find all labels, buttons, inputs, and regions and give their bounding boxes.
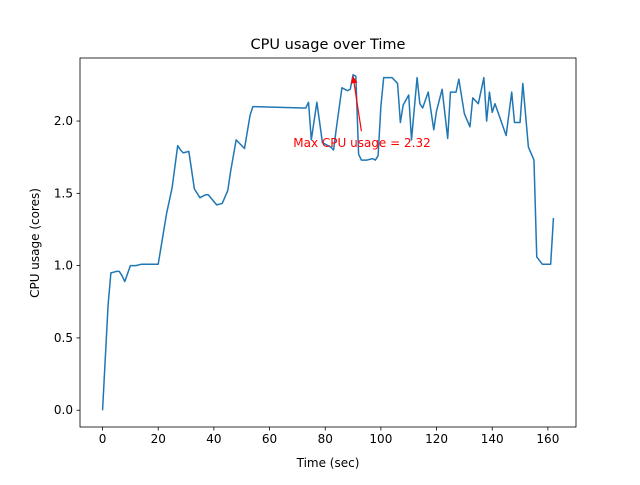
x-tick-label: 160 bbox=[536, 432, 559, 446]
x-tick-label: 140 bbox=[481, 432, 504, 446]
x-tick-label: 100 bbox=[369, 432, 392, 446]
y-tick-label: 2.0 bbox=[54, 114, 73, 128]
y-tick-label: 0.5 bbox=[54, 331, 73, 345]
annotation-arrow-shaft bbox=[352, 76, 362, 132]
chart-title: CPU usage over Time bbox=[251, 37, 406, 53]
x-tick-label: 80 bbox=[318, 432, 333, 446]
x-tick-label: 60 bbox=[262, 432, 277, 446]
plot-area: Max CPU usage = 2.32 0 20 40 60 80 100 120 140 16… bbox=[54, 57, 577, 446]
annotation-arrow-head bbox=[350, 76, 358, 84]
x-tick-label: 120 bbox=[425, 432, 448, 446]
series-line-0 bbox=[101, 74, 555, 411]
y-tick-label: 1.5 bbox=[54, 186, 73, 200]
x-axis-label: Time (sec) bbox=[296, 456, 360, 470]
axes-frame bbox=[79, 57, 577, 428]
x-tick-label: 20 bbox=[151, 432, 166, 446]
x-tick-label: 40 bbox=[206, 432, 221, 446]
y-tick-label: 1.0 bbox=[54, 259, 73, 273]
y-tick-label: 0.0 bbox=[54, 403, 73, 417]
y-axis-label: CPU usage (cores) bbox=[28, 188, 42, 298]
annotation-text: Max CPU usage = 2.32 bbox=[293, 136, 430, 150]
x-tick-label: 0 bbox=[99, 432, 107, 446]
